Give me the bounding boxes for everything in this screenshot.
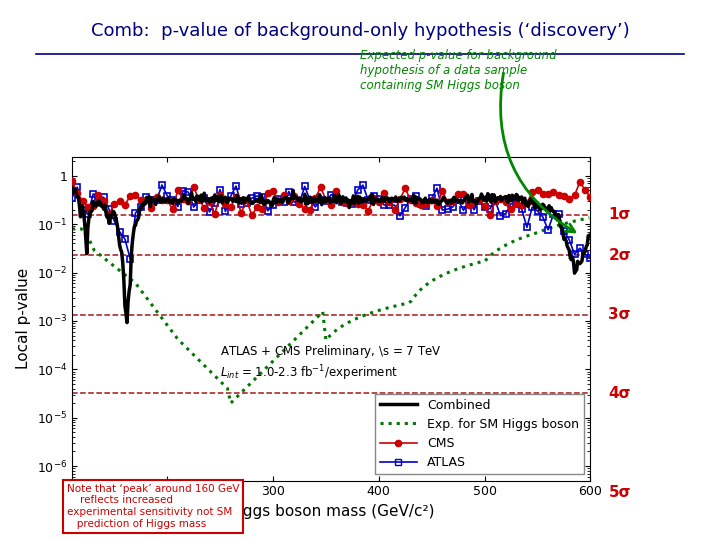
Combined xyxy=(284,199,293,205)
Exp. for SM Higgs boson xyxy=(147,301,156,307)
Combined xyxy=(122,319,131,326)
Combined xyxy=(483,191,492,197)
Exp. for SM Higgs boson xyxy=(68,226,76,232)
Y-axis label: Local p-value: Local p-value xyxy=(17,268,31,369)
Text: Expected p-value for background
hypothesis of a data sample
containing SM Higgs : Expected p-value for background hypothes… xyxy=(360,49,557,92)
CMS xyxy=(189,184,198,191)
Text: $L_{int}$ = 1.0-2.3 fb$^{-1}$/experiment: $L_{int}$ = 1.0-2.3 fb$^{-1}$/experiment xyxy=(220,363,398,382)
Text: ATLAS + CMS Preliminary, $\backslash$s = 7 TeV: ATLAS + CMS Preliminary, $\backslash$s =… xyxy=(220,343,441,360)
Text: 2σ: 2σ xyxy=(608,248,631,263)
Exp. for SM Higgs boson xyxy=(280,346,289,353)
Text: 1σ: 1σ xyxy=(608,207,631,222)
CMS xyxy=(327,201,336,208)
CMS xyxy=(475,197,484,204)
Combined xyxy=(71,186,79,192)
Text: 3σ: 3σ xyxy=(608,307,631,322)
Combined xyxy=(505,192,513,199)
Legend: Combined, Exp. for SM Higgs boson, CMS, ATLAS: Combined, Exp. for SM Higgs boson, CMS, … xyxy=(374,394,584,474)
Line: CMS: CMS xyxy=(69,178,593,218)
Line: Combined: Combined xyxy=(72,189,590,322)
Exp. for SM Higgs boson xyxy=(449,267,457,274)
Combined xyxy=(338,193,347,200)
Text: 4σ: 4σ xyxy=(608,386,631,401)
CMS xyxy=(586,194,595,200)
CMS xyxy=(226,204,235,210)
CMS xyxy=(205,199,214,206)
ATLAS xyxy=(158,182,166,188)
Text: Note that ‘peak’ around 160 GeV
    reflects increased
experimental sensitivity : Note that ‘peak’ around 160 GeV reflects… xyxy=(67,484,239,529)
Combined xyxy=(517,194,526,200)
ATLAS xyxy=(485,206,494,212)
ATLAS xyxy=(68,194,76,201)
Exp. for SM Higgs boson xyxy=(318,308,327,315)
Exp. for SM Higgs boson xyxy=(471,260,480,267)
Exp. for SM Higgs boson xyxy=(563,220,572,226)
X-axis label: Higgs boson mass (GeV/c²): Higgs boson mass (GeV/c²) xyxy=(228,504,435,519)
ATLAS xyxy=(586,254,595,261)
Text: 5σ: 5σ xyxy=(608,485,631,500)
CMS xyxy=(485,212,494,219)
Line: Exp. for SM Higgs boson: Exp. for SM Higgs boson xyxy=(72,218,590,403)
Text: Comb:  p-value of background-only hypothesis (‘discovery’): Comb: p-value of background-only hypothe… xyxy=(91,22,629,39)
ATLAS xyxy=(237,201,246,207)
CMS xyxy=(343,199,351,206)
ATLAS xyxy=(338,199,346,205)
Combined xyxy=(586,232,595,238)
Combined xyxy=(326,199,335,206)
ATLAS xyxy=(354,187,362,193)
ATLAS xyxy=(216,186,225,193)
Combined xyxy=(68,188,76,194)
CMS xyxy=(68,177,76,184)
ATLAS xyxy=(126,255,135,262)
ATLAS xyxy=(200,195,209,201)
Line: ATLAS: ATLAS xyxy=(69,182,593,262)
Exp. for SM Higgs boson xyxy=(585,214,594,221)
Exp. for SM Higgs boson xyxy=(226,400,235,407)
